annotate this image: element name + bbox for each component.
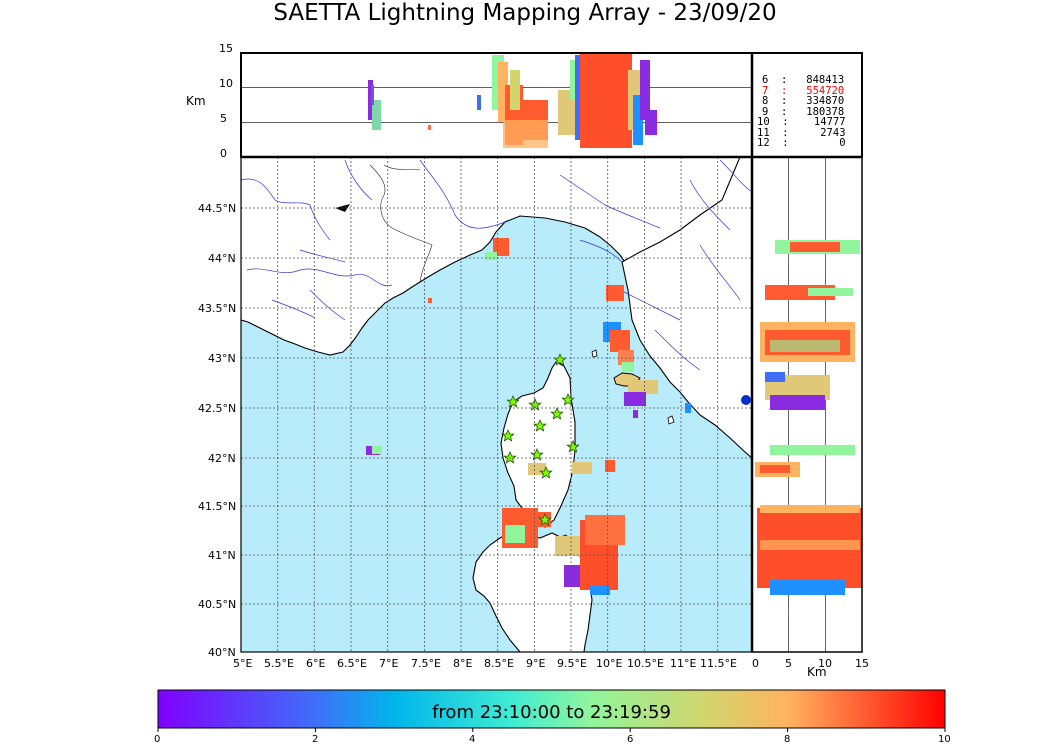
stats-row: 12 : 0 [757, 137, 846, 149]
height-tick-5: 5 [220, 112, 227, 125]
stats-row: 6 : 848413 [762, 74, 845, 86]
height-tick-15: 15 [219, 42, 233, 55]
station-star [538, 513, 552, 526]
station-star [566, 440, 580, 453]
side-tick-10: 10 [818, 657, 832, 670]
height-axis-unit: Km [186, 94, 206, 108]
lat-tick: 42.5°N [198, 402, 237, 415]
station-star [503, 451, 517, 464]
side-axis-unit: Km [807, 665, 827, 679]
stats-row-highlight: 7 : 554720 [762, 84, 845, 97]
figure-title: SAETTA Lightning Mapping Array - 23/09/2… [273, 0, 777, 26]
height-tick-0: 0 [220, 147, 227, 160]
map-lightning-sources [366, 238, 691, 595]
island-giglio [667, 415, 675, 425]
lon-tick: 8.5°E [484, 657, 514, 670]
lat-tick: 41°N [208, 549, 236, 562]
colorbar-time-range: from 23:10:00 to 23:19:59 [432, 702, 671, 723]
lon-tick: 10.5°E [627, 657, 664, 670]
map-panel [240, 156, 753, 653]
lon-tick: 11°E [670, 657, 697, 670]
lon-tick: 6°E [306, 657, 326, 670]
height-panel [240, 52, 863, 158]
mainland-italy-east [621, 157, 752, 459]
stats-row: 10 : 14777 [757, 116, 846, 128]
height-panel-sources [368, 53, 657, 148]
lon-tick: 9°E [526, 657, 546, 670]
stats-row: 8 : 334870 [762, 95, 845, 107]
station-star [539, 466, 553, 479]
map-graticule [241, 157, 752, 652]
height-tick-10: 10 [219, 77, 233, 90]
island-corsica [500, 361, 576, 528]
lon-tick: 11.5°E [700, 657, 737, 670]
side-tick-5: 5 [785, 657, 792, 670]
colorbar [157, 689, 946, 732]
colorbar-tick: 2 [312, 734, 319, 745]
lat-tick: 43.5°N [198, 302, 237, 315]
station-star [506, 395, 520, 408]
lon-tick: 7°E [379, 657, 399, 670]
lon-tick: 8°E [453, 657, 473, 670]
rivers [241, 159, 752, 371]
side-tick-15: 15 [855, 657, 869, 670]
stats-row: 11 : 2743 [757, 126, 846, 139]
station-star [533, 419, 547, 432]
lat-tick: 44°N [208, 252, 236, 265]
colorbar-tick: 0 [154, 734, 161, 745]
lat-tick: 44.5°N [198, 202, 237, 215]
side-tick-0: 0 [752, 657, 759, 670]
colorbar-tick: 10 [938, 734, 951, 745]
colorbar-tick: 6 [627, 734, 634, 745]
side-panel-sources [755, 240, 862, 595]
station-star [553, 353, 567, 366]
side-panel [241, 155, 863, 653]
lon-tick: 10°E [596, 657, 623, 670]
lon-tick: 9.5°E [557, 657, 587, 670]
remote-station-marker [741, 395, 751, 405]
lon-tick: 5°E [233, 657, 253, 670]
lon-tick: 6.5°E [337, 657, 367, 670]
lat-tick: 40°N [208, 646, 236, 659]
lon-tick: 5.5°E [264, 657, 294, 670]
island-sardinia [472, 531, 593, 652]
stats-row: 9 : 180378 [762, 105, 845, 118]
station-star [550, 407, 564, 420]
lat-tick: 43°N [208, 352, 236, 365]
colorbar-tick: 4 [469, 734, 476, 745]
lat-tick: 41.5°N [198, 500, 237, 513]
lon-tick: 7.5°E [411, 657, 441, 670]
station-star [528, 398, 542, 411]
island-capraia [591, 349, 598, 358]
colorbar-tick: 8 [784, 734, 791, 745]
lat-tick: 40.5°N [198, 598, 237, 611]
lat-tick: 42°N [208, 452, 236, 465]
station-star [501, 429, 515, 442]
borders [369, 164, 433, 283]
